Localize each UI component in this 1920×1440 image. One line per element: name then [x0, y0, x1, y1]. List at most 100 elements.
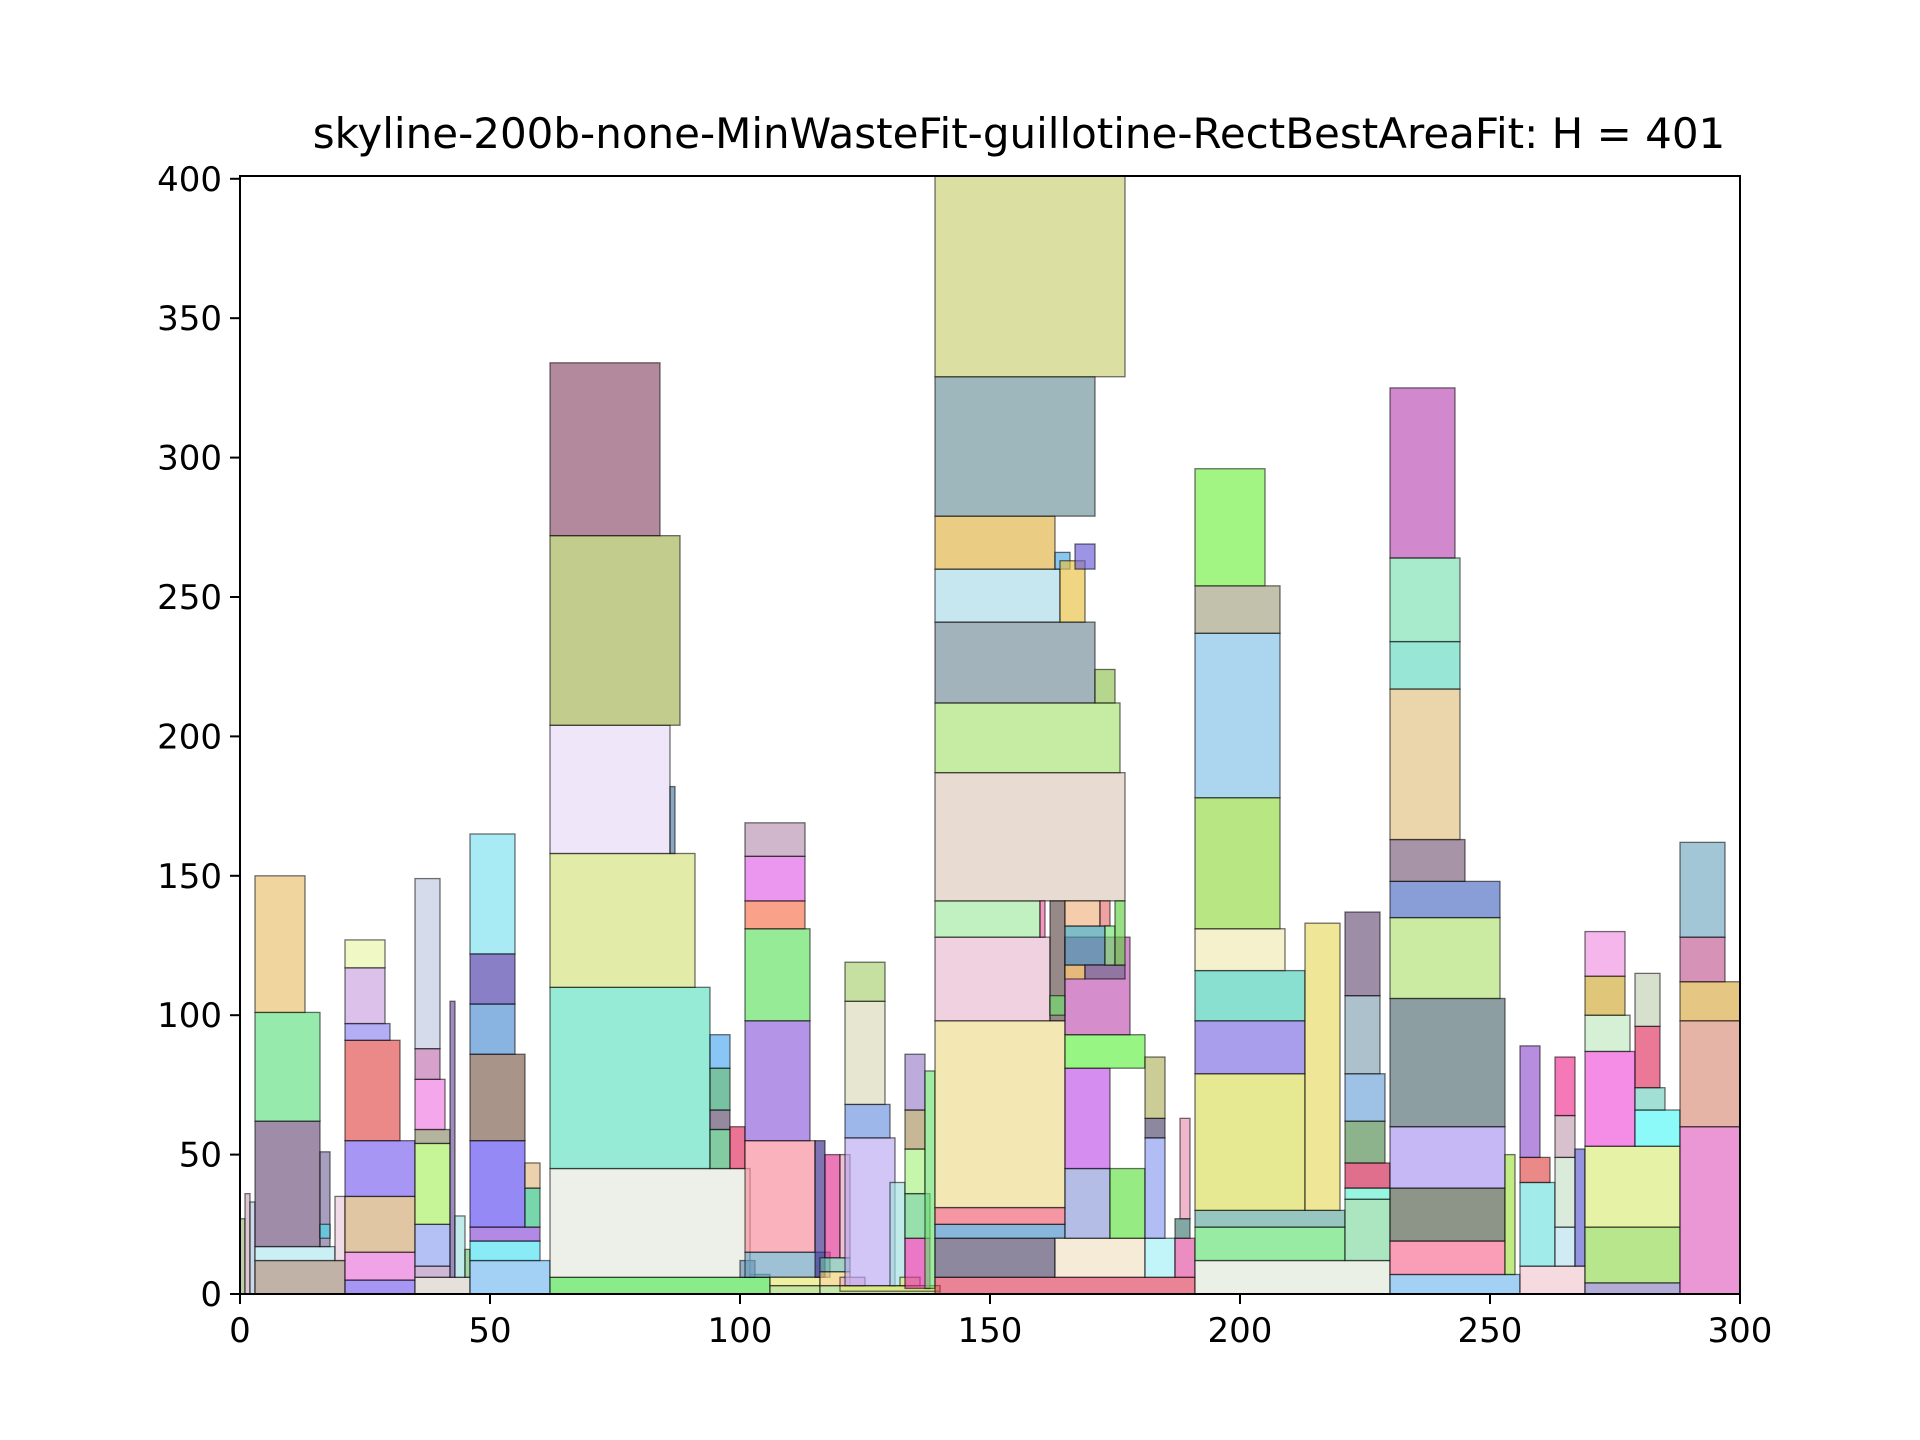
packed-rect-135 — [1194, 468, 1266, 587]
packed-rect-41 — [549, 1167, 751, 1278]
y-tick-label: 200 — [157, 717, 222, 757]
packed-rect-89 — [934, 936, 1051, 1022]
packed-rect-141 — [1344, 1073, 1386, 1122]
packed-rect-48 — [709, 1128, 731, 1170]
packed-rect-159 — [1519, 1156, 1551, 1184]
x-tick-label: 100 — [708, 1311, 773, 1351]
y-tick-label: 100 — [157, 996, 222, 1036]
packed-rect-26 — [414, 877, 441, 1050]
packed-rect-24 — [414, 1078, 446, 1131]
packed-rect-25 — [414, 1048, 441, 1080]
packed-rect-82 — [904, 1053, 926, 1111]
y-tick-label: 150 — [157, 857, 222, 897]
x-axis: 0 50 100 150 200 250 300 — [229, 1294, 1772, 1351]
packed-rect-14 — [344, 1140, 416, 1198]
packed-rect-35 — [469, 1003, 516, 1055]
packed-rect-124 — [1179, 1117, 1191, 1220]
packed-rect-180 — [1679, 936, 1726, 983]
packed-rect-59 — [744, 900, 806, 930]
packed-rect-122 — [1174, 1237, 1196, 1278]
packed-rect-44 — [549, 724, 671, 855]
packed-rect-27 — [449, 1000, 456, 1278]
packed-rect-45 — [549, 535, 681, 726]
packed-rect-93 — [934, 621, 1096, 704]
packed-rect-68 — [824, 1153, 841, 1259]
packed-rect-6 — [254, 1011, 321, 1122]
packed-rect-63 — [769, 1276, 821, 1287]
packed-rect-43 — [549, 852, 696, 988]
packed-rect-47 — [669, 785, 676, 855]
packed-rect-49 — [709, 1109, 731, 1131]
chart-title: skyline-200b-none-MinWasteFit-guillotine… — [313, 109, 1726, 158]
packed-rect-170 — [1584, 1014, 1631, 1053]
packed-rect-23 — [414, 1128, 451, 1145]
x-tick-label: 0 — [229, 1311, 251, 1351]
packed-rect-150 — [1389, 880, 1501, 919]
packed-rect-17 — [344, 967, 386, 1025]
packed-rect-95 — [934, 515, 1056, 570]
packed-rect-100 — [1049, 995, 1066, 1016]
plot-frame — [239, 175, 1741, 1295]
packed-rectangles — [239, 175, 1741, 1295]
packed-rect-153 — [1389, 640, 1461, 690]
packed-rect-56 — [744, 1140, 816, 1253]
x-tick-label: 200 — [1208, 1311, 1273, 1351]
packed-rect-129 — [1194, 1020, 1306, 1075]
packed-rect-32 — [469, 1226, 541, 1242]
packed-rect-90 — [934, 900, 1041, 938]
packed-rect-181 — [1679, 841, 1726, 938]
packed-rect-18 — [344, 939, 386, 969]
packed-rect-117 — [1114, 900, 1126, 966]
packed-rect-75 — [844, 961, 886, 1002]
y-tick-label: 300 — [157, 439, 222, 479]
packed-rect-125 — [1194, 1259, 1391, 1295]
packed-rect-138 — [1344, 1187, 1391, 1200]
packed-rect-147 — [1389, 1126, 1506, 1189]
packed-rect-39 — [524, 1162, 541, 1189]
packed-rect-106 — [1064, 1034, 1146, 1069]
y-tick-label: 0 — [200, 1275, 222, 1315]
packed-rect-167 — [1584, 1226, 1681, 1284]
packed-rect-29 — [464, 1248, 471, 1278]
packed-rect-176 — [1634, 972, 1661, 1028]
packed-rect-151 — [1389, 838, 1466, 883]
packed-rect-73 — [844, 1103, 891, 1139]
packed-rect-74 — [844, 1000, 886, 1106]
packed-rect-15 — [344, 1039, 401, 1142]
y-tick-label: 350 — [157, 299, 222, 339]
packed-rect-177 — [1679, 1126, 1741, 1295]
packed-rect-104 — [1064, 1167, 1111, 1239]
packed-rect-97 — [934, 175, 1126, 378]
packed-rect-140 — [1344, 1120, 1386, 1164]
y-tick-label: 400 — [157, 160, 222, 200]
packed-rect-42 — [549, 986, 711, 1170]
packed-rect-94 — [934, 568, 1061, 623]
packed-rect-92 — [934, 702, 1121, 774]
packed-rect-142 — [1344, 995, 1381, 1075]
x-tick-label: 250 — [1458, 1311, 1523, 1351]
packed-rect-19 — [414, 1276, 471, 1295]
packed-rect-87 — [934, 1206, 1066, 1225]
packed-rect-38 — [524, 1187, 541, 1228]
y-tick-label: 250 — [157, 578, 222, 618]
packed-rect-72 — [844, 1137, 896, 1287]
packed-rect-169 — [1584, 1050, 1636, 1147]
packed-rect-5 — [254, 1120, 321, 1248]
packed-rect-112 — [1084, 964, 1126, 980]
packed-rect-16 — [344, 1022, 391, 1041]
packed-rect-109 — [1064, 925, 1106, 966]
packed-rect-120 — [1144, 1117, 1166, 1139]
packed-rect-108 — [1064, 964, 1086, 980]
packed-rect-179 — [1679, 981, 1741, 1022]
packed-rect-128 — [1194, 1073, 1306, 1212]
packed-rect-130 — [1194, 969, 1306, 1022]
packed-rect-171 — [1584, 975, 1626, 1016]
packed-rect-64 — [814, 1140, 826, 1278]
packed-rect-119 — [1144, 1137, 1166, 1239]
packed-rect-105 — [1064, 1067, 1111, 1170]
packed-rect-34 — [469, 1053, 526, 1142]
packed-rect-98 — [1039, 900, 1046, 938]
packed-rect-28 — [454, 1215, 466, 1278]
packed-rect-12 — [344, 1251, 416, 1281]
packed-rect-7 — [254, 875, 306, 1014]
